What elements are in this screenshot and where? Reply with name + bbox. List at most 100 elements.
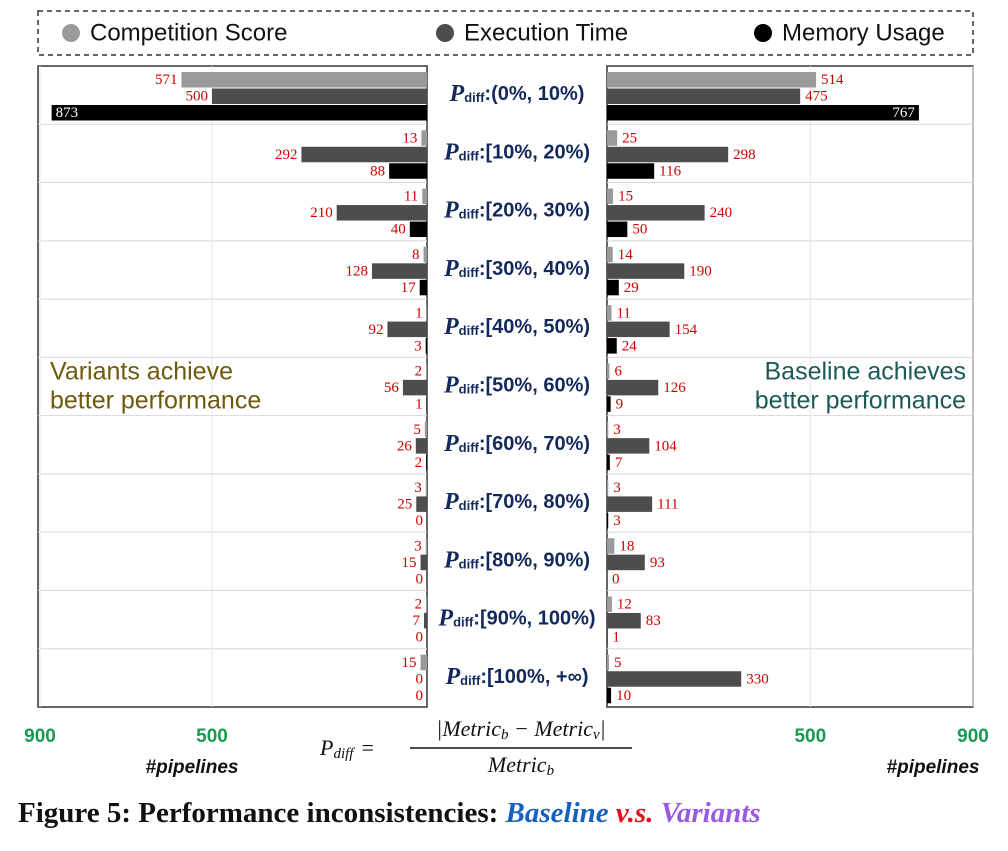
- label-symbol: P: [443, 197, 459, 223]
- value-label: 2: [415, 364, 423, 380]
- value-label: 210: [310, 205, 333, 221]
- bar: [337, 205, 427, 221]
- bar: [426, 480, 427, 496]
- label-symbol: P: [443, 255, 459, 281]
- value-label: 3: [414, 538, 422, 554]
- bar: [607, 338, 617, 354]
- value-label: 15: [618, 189, 633, 205]
- value-label: 5: [413, 422, 421, 438]
- x-tick-label: 900: [24, 726, 56, 747]
- value-label: 0: [416, 671, 424, 687]
- category-range: :[30%, 40%): [479, 258, 590, 280]
- bar: [607, 247, 613, 263]
- bar: [607, 596, 612, 612]
- bar: [424, 613, 427, 629]
- value-label: 11: [404, 189, 418, 205]
- value-label: 0: [612, 571, 620, 587]
- bar: [607, 455, 610, 471]
- bar: [607, 480, 608, 496]
- formula-text: Metric: [487, 752, 547, 777]
- bar: [416, 438, 427, 454]
- x-axis-label: #pipelines: [146, 757, 239, 778]
- x-tick-label: 500: [794, 726, 826, 747]
- value-label: 190: [689, 264, 712, 280]
- value-label: 571: [155, 72, 178, 88]
- value-label: 330: [746, 671, 769, 687]
- bar: [420, 280, 427, 296]
- value-label: 116: [659, 163, 681, 179]
- category-range: :[10%, 20%): [479, 142, 590, 164]
- value-label: 3: [613, 513, 621, 529]
- value-label: 475: [805, 89, 828, 105]
- bar: [212, 89, 427, 105]
- value-label: 7: [412, 613, 420, 629]
- formula-numerator: |Metricb − Metricv|: [436, 716, 605, 743]
- category-label: Pdiff:[90%, 100%): [437, 605, 595, 631]
- bar: [387, 322, 427, 338]
- bar: [421, 655, 427, 671]
- value-label: 15: [402, 655, 417, 671]
- value-label: 29: [624, 280, 639, 296]
- bar: [422, 189, 427, 205]
- bar: [607, 422, 608, 438]
- bar: [607, 322, 670, 338]
- bar: [607, 380, 658, 396]
- bar: [607, 396, 611, 412]
- bar: [607, 363, 609, 379]
- value-label: 25: [397, 497, 412, 513]
- value-label: 25: [622, 130, 637, 146]
- label-subscript: diff: [459, 498, 480, 513]
- label-subscript: diff: [459, 440, 480, 455]
- label-symbol: P: [437, 605, 453, 631]
- bar: [410, 222, 427, 238]
- category-range: :(0%, 10%): [484, 83, 584, 105]
- value-label: 7: [615, 455, 623, 471]
- bar: [426, 363, 427, 379]
- bar: [607, 280, 619, 296]
- formula-text: − Metric: [508, 716, 593, 741]
- bar: [372, 263, 427, 279]
- bar: [607, 72, 816, 88]
- value-label: 128: [345, 264, 368, 280]
- category-label: Pdiff:[40%, 50%): [443, 314, 590, 340]
- value-label: 14: [618, 247, 634, 263]
- value-label: 18: [619, 538, 634, 554]
- bar: [607, 688, 611, 704]
- category-label: Pdiff:[100%, +∞): [444, 663, 588, 689]
- value-label: 873: [56, 105, 79, 121]
- label-subscript: diff: [460, 673, 481, 688]
- bar: [426, 596, 427, 612]
- label-subscript: diff: [459, 207, 480, 222]
- bar: [607, 538, 614, 554]
- category-range: :[90%, 100%): [473, 608, 595, 630]
- value-label: 13: [402, 130, 417, 146]
- value-label: 92: [368, 322, 383, 338]
- bar: [607, 513, 608, 529]
- value-label: 0: [416, 571, 424, 587]
- panel-annotation: Variants achieve: [50, 358, 233, 386]
- bar: [426, 538, 427, 554]
- value-label: 8: [412, 247, 420, 263]
- formula-text: |Metric: [436, 716, 501, 741]
- bar: [426, 338, 427, 354]
- label-subscript: diff: [459, 557, 480, 572]
- label-subscript: diff: [453, 615, 474, 630]
- label-subscript: diff: [459, 324, 480, 339]
- label-symbol: P: [443, 489, 459, 515]
- value-label: 500: [186, 89, 209, 105]
- formula-subscript: b: [547, 763, 555, 779]
- value-label: 56: [384, 380, 400, 396]
- bar: [426, 455, 427, 471]
- value-label: 11: [616, 305, 630, 321]
- value-label: 0: [416, 630, 424, 646]
- formula-text: |: [600, 716, 606, 741]
- value-label: 50: [632, 222, 647, 238]
- label-symbol: P: [443, 430, 459, 456]
- category-range: :[80%, 90%): [479, 550, 590, 572]
- formula-denominator: Metricb: [487, 752, 555, 779]
- label-symbol: P: [443, 372, 459, 398]
- bar: [607, 163, 654, 179]
- value-label: 767: [892, 105, 915, 121]
- value-label: 2: [415, 455, 423, 471]
